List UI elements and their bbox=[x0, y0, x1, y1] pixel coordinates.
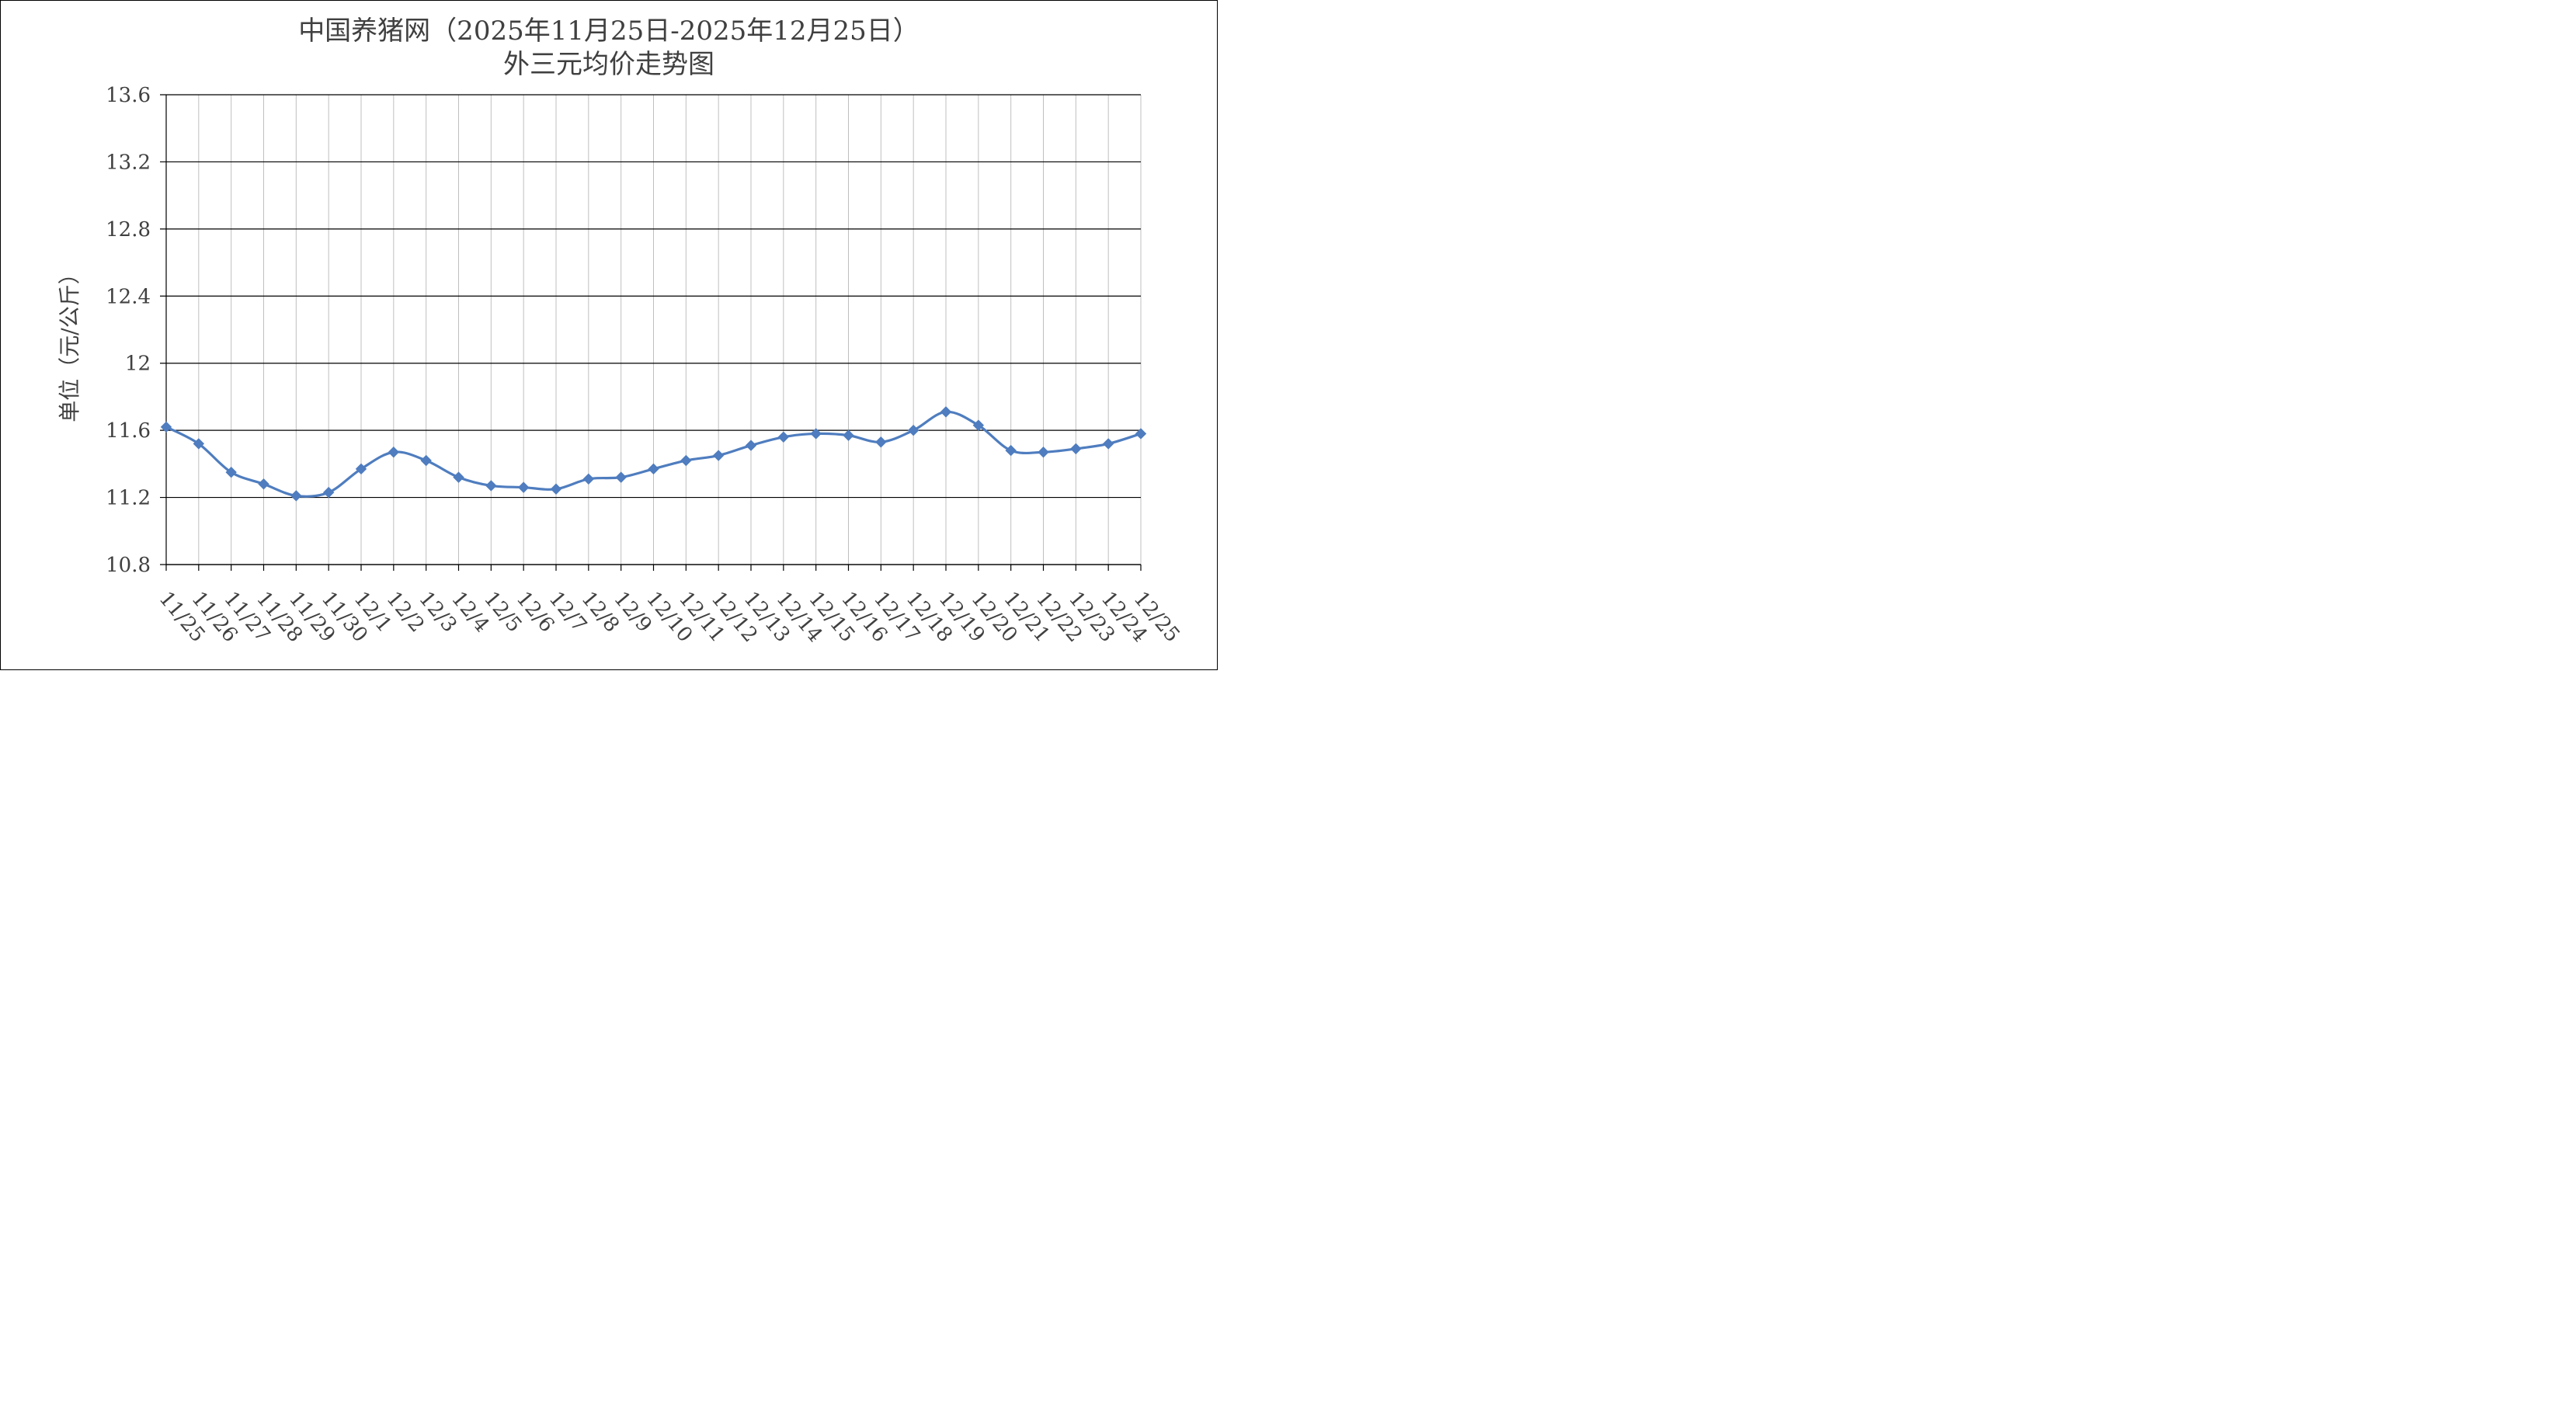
data-point-12-3 bbox=[420, 454, 432, 467]
data-point-12-14 bbox=[777, 431, 790, 443]
y-tick-label: 12 bbox=[125, 353, 151, 376]
data-point-11-27 bbox=[225, 466, 237, 478]
data-point-12-13 bbox=[745, 440, 757, 451]
data-point-11-29 bbox=[290, 490, 302, 502]
data-point-12-5 bbox=[485, 480, 497, 492]
chart-svg: 10.811.211.61212.412.813.213.611/2511/26… bbox=[57, 16, 1184, 647]
series-layer bbox=[160, 406, 1147, 502]
data-point-12-18 bbox=[907, 424, 920, 436]
data-point-12-9 bbox=[615, 471, 627, 483]
data-point-12-15 bbox=[810, 428, 822, 440]
data-point-12-23 bbox=[1070, 443, 1082, 455]
data-point-12-17 bbox=[875, 436, 887, 448]
y-tick-label: 12.4 bbox=[106, 285, 151, 308]
y-tick-label: 13.2 bbox=[106, 151, 151, 174]
data-point-11-30 bbox=[322, 486, 335, 499]
data-point-12-20 bbox=[972, 419, 985, 431]
data-point-11-28 bbox=[258, 478, 269, 490]
data-point-12-1 bbox=[355, 463, 367, 475]
chart-subtitle: 外三元均价走势图 bbox=[503, 49, 714, 80]
chart-title: 中国养猪网（2025年11月25日-2025年12月25日） bbox=[298, 16, 920, 47]
y-axis-title: 单位（元/公斤） bbox=[57, 262, 82, 422]
data-point-12-25 bbox=[1135, 428, 1147, 440]
axis-layer bbox=[165, 95, 1142, 571]
y-tick-label: 11.2 bbox=[106, 487, 151, 510]
data-point-12-2 bbox=[388, 447, 400, 458]
data-point-12-22 bbox=[1038, 447, 1049, 458]
data-point-12-10 bbox=[648, 463, 659, 475]
data-point-12-19 bbox=[940, 406, 952, 418]
data-point-12-16 bbox=[843, 429, 854, 441]
data-point-12-8 bbox=[582, 473, 595, 485]
y-tick-label: 13.6 bbox=[106, 84, 151, 107]
data-point-12-4 bbox=[453, 471, 464, 483]
data-point-12-21 bbox=[1005, 444, 1017, 457]
y-tick-label: 11.6 bbox=[106, 419, 151, 443]
data-point-11-26 bbox=[193, 438, 205, 450]
data-point-12-24 bbox=[1102, 438, 1114, 450]
label-layer: 10.811.211.61212.412.813.213.611/2511/26… bbox=[106, 84, 1184, 647]
data-point-12-7 bbox=[550, 483, 562, 495]
y-tick-label: 10.8 bbox=[106, 554, 151, 577]
data-point-11-25 bbox=[160, 421, 172, 433]
chart-frame: 10.8 11.2 11.6 12 12.4 12.8 13.2 13.6 11/25 11/26… bbox=[0, 0, 1218, 670]
data-point-12-6 bbox=[517, 481, 530, 493]
grid-layer bbox=[160, 94, 1142, 565]
data-point-12-11 bbox=[680, 454, 692, 467]
y-tick-label: 12.8 bbox=[106, 218, 151, 242]
data-point-12-12 bbox=[712, 450, 725, 461]
